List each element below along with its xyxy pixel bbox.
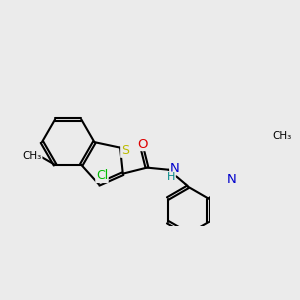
- Text: N: N: [226, 173, 236, 186]
- Text: O: O: [137, 137, 148, 151]
- Text: H: H: [167, 172, 175, 182]
- Text: N: N: [170, 162, 179, 175]
- Text: Cl: Cl: [96, 169, 108, 182]
- Text: S: S: [121, 144, 129, 157]
- Text: CH₃: CH₃: [273, 131, 292, 141]
- Text: CH₃: CH₃: [22, 151, 42, 160]
